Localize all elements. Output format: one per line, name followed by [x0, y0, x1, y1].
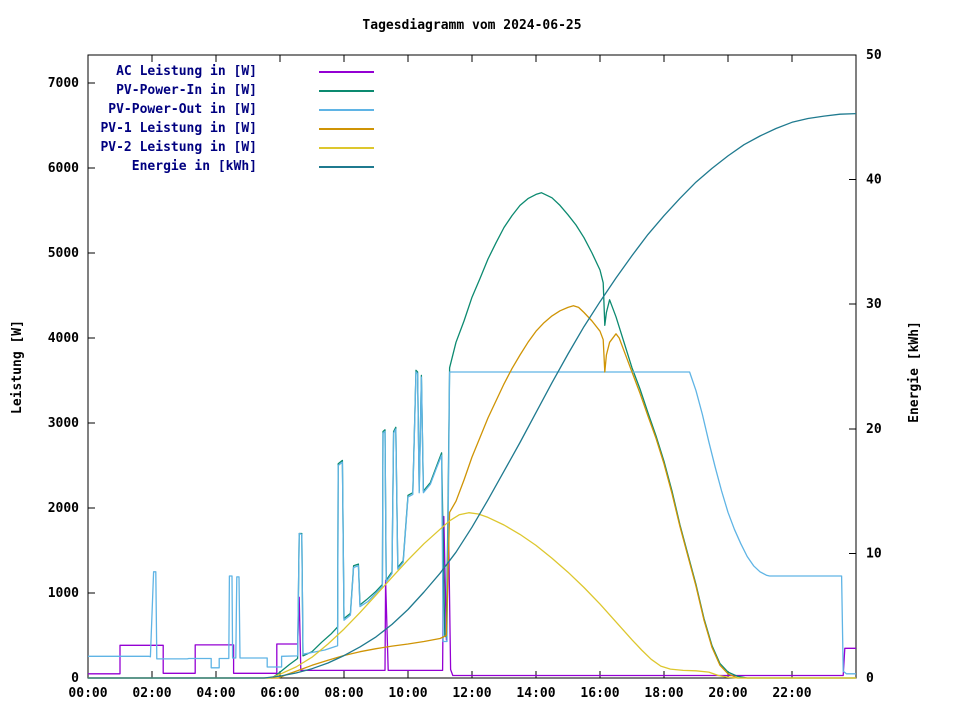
legend-line-sample [319, 165, 374, 168]
y-left-tick-label: 1000 [48, 586, 79, 601]
legend-item: PV-Power-In in [W] [95, 81, 374, 100]
legend-label: AC Leistung in [W] [116, 64, 257, 79]
x-tick-label: 22:00 [772, 686, 811, 701]
y-right-tick-label: 30 [866, 297, 882, 312]
legend-label: PV-2 Leistung in [W] [100, 140, 257, 155]
x-tick-label: 12:00 [452, 686, 491, 701]
y-left-tick-label: 5000 [48, 246, 79, 261]
legend-label: PV-Power-In in [W] [116, 83, 257, 98]
x-tick-label: 14:00 [516, 686, 555, 701]
legend-label: PV-Power-Out in [W] [108, 102, 257, 117]
legend-line-sample [319, 146, 374, 149]
y-left-tick-label: 3000 [48, 416, 79, 431]
x-tick-label: 02:00 [132, 686, 171, 701]
y-left-tick-label: 4000 [48, 331, 79, 346]
right-axis-label: Energie [kWh] [907, 321, 922, 423]
x-tick-label: 04:00 [196, 686, 235, 701]
legend-label: PV-1 Leistung in [W] [100, 121, 257, 136]
x-tick-label: 00:00 [68, 686, 107, 701]
y-right-tick-label: 20 [866, 422, 882, 437]
left-axis-label: Leistung [W] [10, 320, 25, 414]
x-tick-label: 10:00 [388, 686, 427, 701]
series-line-pv-power-out-in-w [88, 371, 856, 675]
y-right-tick-label: 10 [866, 546, 882, 561]
y-right-tick-label: 40 [866, 173, 882, 188]
legend-line-sample [319, 70, 374, 73]
y-left-tick-label: 2000 [48, 501, 79, 516]
legend-item: Energie in [kWh] [95, 157, 374, 176]
y-left-tick-label: 0 [71, 671, 79, 686]
chart-legend: AC Leistung in [W] PV-Power-In in [W] PV-P… [95, 62, 374, 176]
legend-item: PV-Power-Out in [W] [95, 100, 374, 119]
legend-line-sample [319, 127, 374, 130]
x-tick-label: 06:00 [260, 686, 299, 701]
legend-item: PV-2 Leistung in [W] [95, 138, 374, 157]
series-line-pv-power-in-in-w [88, 192, 856, 679]
legend-label: Energie in [kWh] [131, 159, 257, 174]
y-right-tick-label: 0 [866, 671, 874, 686]
x-tick-label: 16:00 [580, 686, 619, 701]
series-line-pv-1-leistung-in-w [88, 305, 856, 679]
series-line-energie-in-kwh [88, 112, 857, 679]
y-left-tick-label: 7000 [48, 76, 79, 91]
x-tick-label: 18:00 [644, 686, 683, 701]
series-line-pv-2-leistung-in-w [88, 512, 856, 679]
series-line-ac-leistung-in-w [88, 511, 856, 677]
y-right-tick-label: 50 [866, 48, 882, 63]
legend-line-sample [319, 108, 374, 111]
x-tick-label: 20:00 [708, 686, 747, 701]
legend-item: AC Leistung in [W] [95, 62, 374, 81]
y-left-tick-label: 6000 [48, 161, 79, 176]
legend-item: PV-1 Leistung in [W] [95, 119, 374, 138]
legend-line-sample [319, 89, 374, 92]
x-tick-label: 08:00 [324, 686, 363, 701]
chart-title: Tagesdiagramm vom 2024-06-25 [362, 18, 582, 33]
